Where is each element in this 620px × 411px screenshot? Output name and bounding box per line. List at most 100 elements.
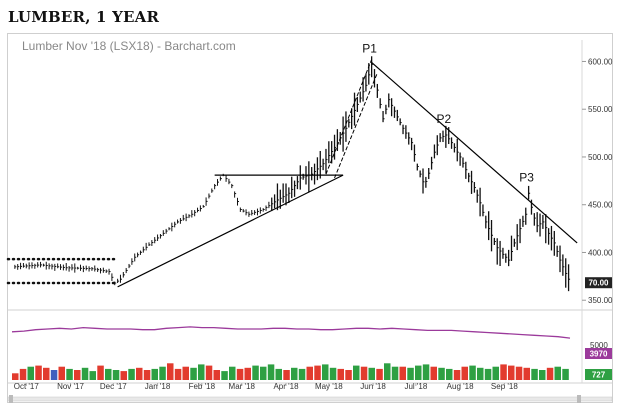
price-bar [442, 130, 445, 143]
volume-bar [368, 367, 375, 380]
price-bar [550, 225, 553, 251]
price-bar [525, 207, 528, 225]
price-bar [453, 143, 456, 153]
price-bar [465, 161, 468, 179]
price-bar [285, 183, 288, 206]
price-bar [168, 227, 171, 231]
volume-bar [283, 370, 290, 380]
volume-bar [27, 366, 34, 380]
price-bar [316, 157, 319, 181]
volume-bar [190, 367, 197, 380]
price-bar [519, 218, 522, 244]
volume-bar [291, 367, 298, 380]
price-bar [536, 212, 539, 233]
volume-bar [252, 365, 259, 380]
price-bar [328, 141, 331, 164]
price-bar [428, 167, 431, 180]
indicator-badge-label: 3970 [590, 350, 608, 359]
price-bar [48, 263, 51, 270]
price-bar [382, 111, 385, 123]
price-bar [430, 156, 434, 170]
last-price-badge-label: 70.00 [588, 279, 609, 288]
volume-bar [136, 367, 143, 380]
price-bar [348, 118, 351, 128]
price-bar [71, 264, 74, 271]
price-bar [345, 111, 348, 142]
price-bar [393, 106, 396, 118]
price-bar [308, 161, 311, 192]
price-bar [65, 262, 68, 271]
x-tick-label: Jul '18 [404, 382, 427, 391]
price-bar [194, 210, 197, 217]
price-tick-label: 450.00 [588, 201, 613, 210]
price-bar [356, 96, 359, 112]
price-bar [379, 98, 382, 109]
price-bar [151, 240, 154, 246]
label-layer: Lumber Nov '18 (LSX18) - Barchart.com P1 P… [22, 39, 612, 289]
price-bar [542, 214, 545, 229]
price-bar [105, 269, 108, 274]
price-bar [439, 133, 442, 143]
volume-bar [407, 367, 414, 380]
scroll-handle-right [577, 395, 581, 403]
volume-bar [260, 366, 267, 380]
volume-bar [12, 373, 19, 380]
price-bar [248, 211, 251, 217]
price-bar [470, 170, 474, 194]
volume-bar [360, 366, 368, 380]
price-bar [22, 263, 25, 268]
price-bar [40, 261, 43, 268]
price-bar [17, 264, 20, 270]
volume-bar [539, 370, 546, 380]
volume-bar [422, 364, 430, 380]
x-tick-label: Dec '17 [100, 382, 127, 391]
price-bar [567, 264, 571, 292]
price-bar [359, 91, 362, 103]
peak-label: P3 [519, 170, 534, 184]
price-bar [456, 138, 459, 162]
x-tick-label: Jun '18 [360, 382, 386, 391]
price-bar [62, 264, 65, 271]
price-bar [128, 263, 131, 269]
volume-bar [446, 368, 453, 380]
volume-bar [329, 367, 337, 380]
volume-bar [306, 366, 313, 380]
volume-bar [345, 370, 352, 380]
volume-bar [523, 367, 530, 380]
price-bar [231, 183, 234, 189]
price-bar [219, 176, 222, 181]
channel-line [325, 59, 373, 175]
volume-bar [221, 371, 228, 380]
price-bar [68, 265, 71, 272]
x-tick-label: Oct '17 [14, 382, 40, 391]
indicator-axis-label: 5000 [590, 341, 608, 350]
price-bar [362, 77, 365, 102]
price-bar [376, 83, 379, 98]
scroll-track [7, 396, 613, 402]
price-bar [276, 183, 279, 211]
x-tick-label: Feb '18 [189, 382, 216, 391]
price-tick-label: 550.00 [588, 105, 613, 114]
volume-bar [97, 365, 104, 380]
price-bar [353, 92, 357, 126]
volume-bar [275, 368, 282, 380]
price-bar [117, 278, 120, 284]
volume-bar [337, 368, 344, 380]
price-bar [296, 176, 299, 190]
price-bar [416, 163, 419, 171]
chart-frame [7, 33, 613, 403]
price-bar [468, 172, 471, 183]
x-tick-label: Apr '18 [273, 382, 299, 391]
price-bar [162, 230, 165, 236]
volume-bar [353, 365, 360, 380]
price-bars-layer [14, 56, 571, 292]
price-bar [148, 242, 151, 247]
volume-bar [438, 367, 445, 380]
trendline-resistance [371, 61, 578, 244]
price-bar [165, 228, 168, 234]
price-bar [553, 230, 556, 256]
price-bar [242, 208, 245, 213]
volume-bar [322, 364, 329, 380]
price-bar [385, 104, 388, 115]
